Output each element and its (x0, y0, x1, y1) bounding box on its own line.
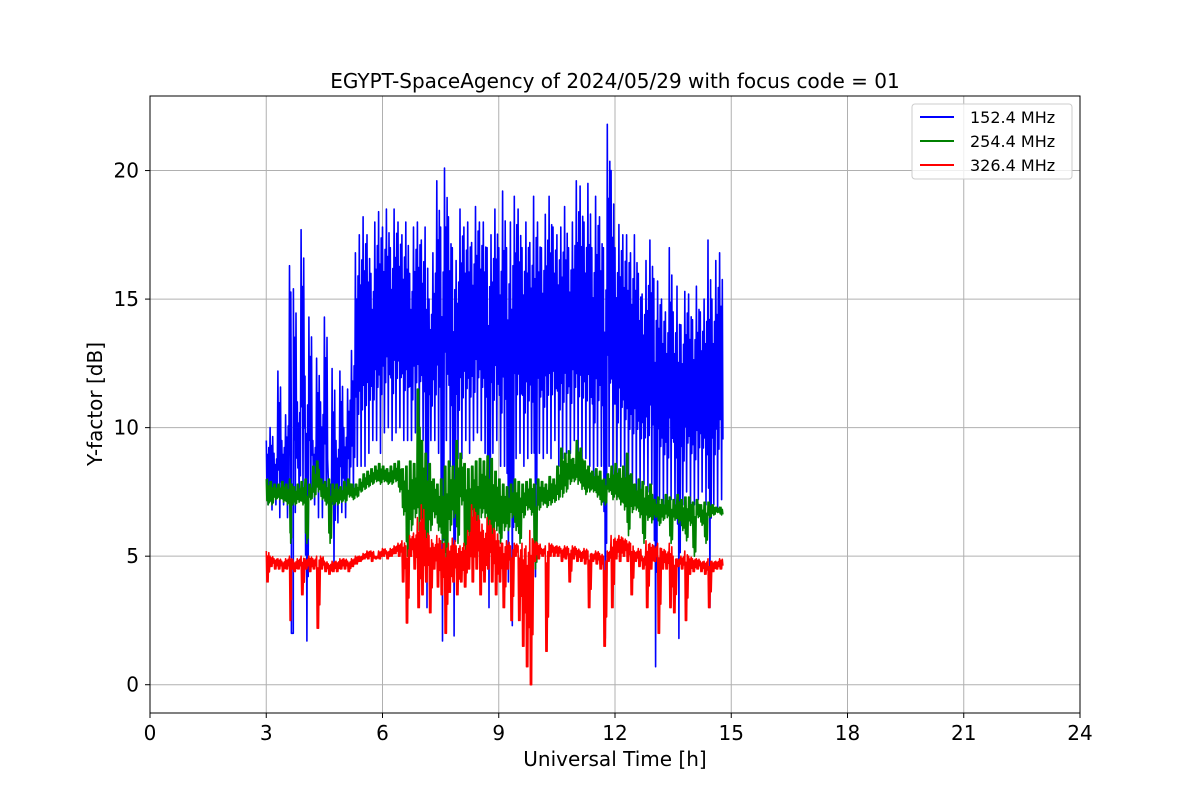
y-tick-label: 0 (126, 673, 139, 697)
y-tick-label: 5 (126, 544, 139, 568)
x-tick-label: 18 (835, 721, 860, 745)
legend-label-326: 326.4 MHz (970, 156, 1055, 175)
x-tick-label: 3 (260, 721, 273, 745)
series-line-1 (265, 388, 724, 570)
chart-title: EGYPT-SpaceAgency of 2024/05/29 with foc… (330, 69, 899, 93)
series-1 (265, 388, 724, 570)
y-axis-label: Y-factor [dB] (83, 342, 107, 467)
legend-box (911, 103, 1073, 180)
x-tick-label: 15 (719, 721, 744, 745)
axis-ticks: 0 3 6 9 12 15 18 21 24 0 5 10 15 20 (114, 159, 1093, 745)
x-tick-label: 0 (144, 721, 157, 745)
series-2 (265, 504, 724, 686)
x-tick-label: 24 (1067, 721, 1092, 745)
y-tick-label: 15 (114, 287, 139, 311)
series-0 (265, 123, 724, 668)
y-tick-label: 10 (114, 416, 139, 440)
x-tick-label: 12 (602, 721, 627, 745)
x-tick-label: 6 (376, 721, 389, 745)
x-axis-label: Universal Time [h] (523, 747, 706, 771)
x-tick-label: 21 (951, 721, 976, 745)
series-line-2 (265, 504, 724, 686)
x-tick-label: 9 (492, 721, 505, 745)
legend-label-254: 254.4 MHz (970, 132, 1055, 151)
legend-label-152: 152.4 MHz (970, 108, 1055, 127)
y-tick-label: 20 (114, 159, 139, 183)
legend: 152.4 MHz 254.4 MHz 326.4 MHz (911, 103, 1073, 180)
plot-area (265, 123, 724, 686)
series-line-0 (265, 123, 724, 668)
